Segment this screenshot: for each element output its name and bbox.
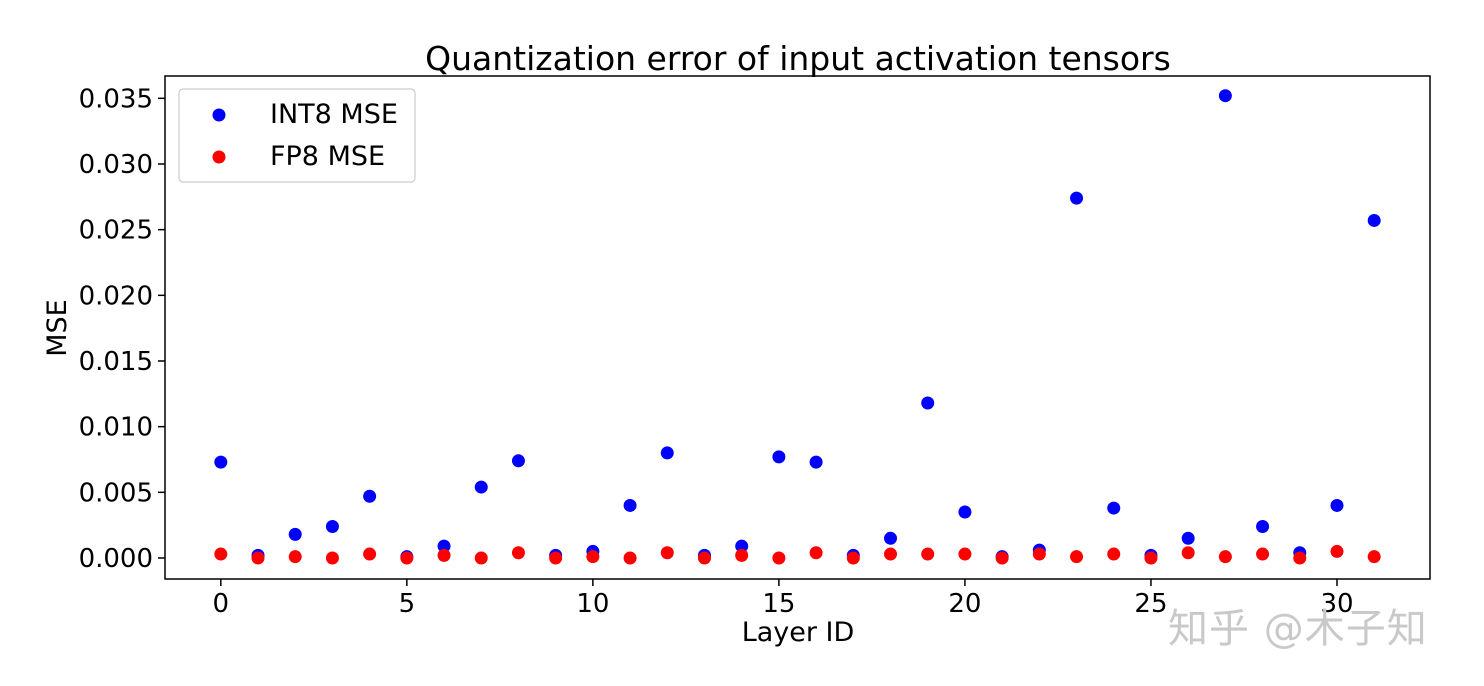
point-int8-mse: [958, 505, 972, 519]
chart-title: Quantization error of input activation t…: [425, 39, 1171, 78]
legend: INT8 MSE FP8 MSE: [178, 88, 416, 183]
point-int8-mse: [623, 498, 637, 512]
point-int8-mse: [1218, 89, 1232, 103]
point-fp8-mse: [995, 551, 1009, 565]
point-fp8-mse: [958, 547, 972, 561]
point-fp8-mse: [660, 546, 674, 560]
point-int8-mse: [1367, 213, 1381, 227]
y-tick-label: 0.010: [79, 413, 153, 443]
x-tick-label: 5: [399, 589, 416, 619]
point-fp8-mse: [586, 550, 600, 564]
point-fp8-mse: [288, 550, 302, 564]
point-fp8-mse: [1367, 550, 1381, 564]
point-fp8-mse: [1218, 550, 1232, 564]
point-fp8-mse: [623, 551, 637, 565]
x-tick-label: 20: [948, 589, 981, 619]
point-int8-mse: [735, 539, 749, 553]
point-fp8-mse: [400, 551, 414, 565]
point-int8-mse: [1107, 501, 1121, 515]
x-tick-label: 30: [1320, 589, 1353, 619]
y-tick-label: 0.000: [79, 544, 153, 574]
legend-label-fp8: FP8 MSE: [270, 141, 385, 172]
point-fp8-mse: [1293, 551, 1307, 565]
point-fp8-mse: [437, 548, 451, 562]
point-int8-mse: [325, 519, 339, 533]
watermark: 知乎 @木子知: [1168, 606, 1428, 652]
legend-box: [178, 88, 416, 183]
point-int8-mse: [1330, 498, 1344, 512]
point-int8-mse: [288, 527, 302, 541]
point-int8-mse: [772, 450, 786, 464]
x-tick-label: 10: [576, 589, 609, 619]
y-axis: 0.000 0.005 0.010 0.015 0.020 0.025 0.030 0.035: [79, 84, 165, 574]
point-fp8-mse: [1070, 550, 1084, 564]
legend-marker-fp8: [212, 150, 226, 164]
plot-area: [164, 75, 1431, 580]
y-tick-label: 0.035: [79, 84, 153, 114]
point-fp8-mse: [772, 551, 786, 565]
point-int8-mse: [437, 539, 451, 553]
y-tick-label: 0.030: [79, 150, 153, 180]
legend-label-int8: INT8 MSE: [270, 99, 398, 130]
point-fp8-mse: [1256, 547, 1270, 561]
point-fp8-mse: [735, 548, 749, 562]
point-fp8-mse: [1107, 547, 1121, 561]
point-int8-mse: [363, 489, 377, 503]
point-fp8-mse: [846, 551, 860, 565]
point-fp8-mse: [809, 546, 823, 560]
point-int8-mse: [921, 396, 935, 410]
y-axis-label: MSE: [42, 299, 73, 357]
y-tick-label: 0.025: [79, 216, 153, 246]
point-int8-mse: [884, 531, 898, 545]
point-fp8-mse: [1144, 551, 1158, 565]
point-fp8-mse: [1181, 546, 1195, 560]
point-fp8-mse: [325, 551, 339, 565]
point-int8-mse: [809, 455, 823, 469]
point-int8-mse: [1256, 519, 1270, 533]
point-fp8-mse: [697, 551, 711, 565]
legend-marker-int8: [212, 108, 226, 122]
point-fp8-mse: [474, 551, 488, 565]
point-int8-mse: [1181, 531, 1195, 545]
point-fp8-mse: [1032, 547, 1046, 561]
x-axis: 0 5 10 15 20 25 30: [213, 579, 1354, 619]
point-int8-mse: [660, 446, 674, 460]
point-fp8-mse: [1330, 544, 1344, 558]
point-fp8-mse: [251, 551, 265, 565]
point-int8-mse: [474, 480, 488, 494]
point-int8-mse: [511, 454, 525, 468]
point-fp8-mse: [214, 547, 228, 561]
point-int8-mse: [214, 455, 228, 469]
y-tick-label: 0.005: [79, 478, 153, 508]
point-fp8-mse: [549, 551, 563, 565]
point-fp8-mse: [884, 547, 898, 561]
y-tick-label: 0.015: [79, 347, 153, 377]
x-tick-label: 15: [762, 589, 795, 619]
x-tick-label: 0: [213, 589, 230, 619]
x-tick-label: 25: [1134, 589, 1167, 619]
data-points: [214, 89, 1381, 565]
point-int8-mse: [1070, 191, 1084, 205]
x-axis-label: Layer ID: [742, 617, 855, 648]
y-tick-label: 0.020: [79, 281, 153, 311]
point-fp8-mse: [511, 546, 525, 560]
point-fp8-mse: [921, 547, 935, 561]
point-fp8-mse: [363, 547, 377, 561]
